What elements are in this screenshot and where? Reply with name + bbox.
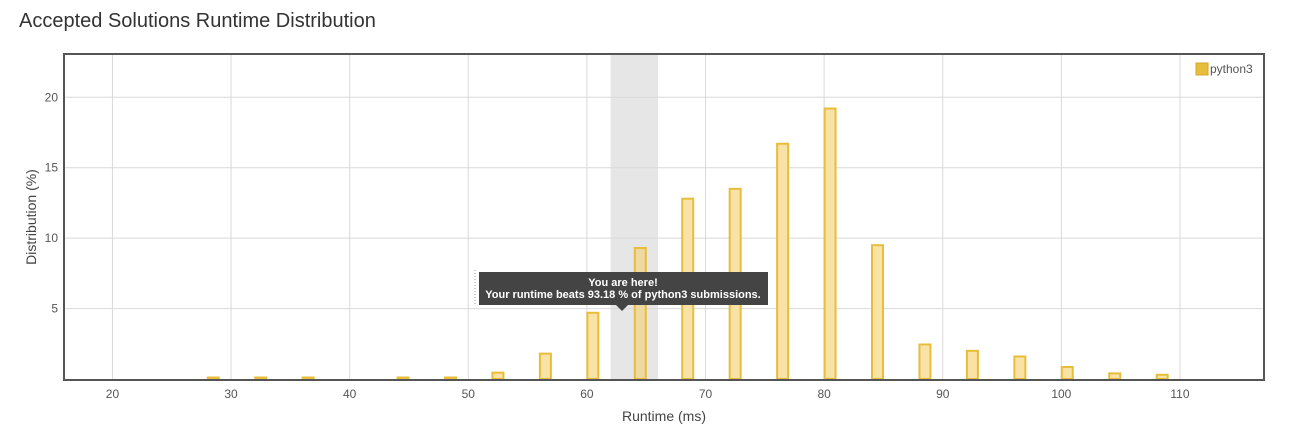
bar[interactable]	[1013, 355, 1027, 381]
y-tick-labels: 5 10 15 20	[45, 90, 59, 315]
bar[interactable]	[396, 376, 410, 380]
plot-background	[65, 54, 1264, 380]
x-axis-title: Runtime (ms)	[622, 408, 706, 424]
y-axis-title: Distribution (%)	[23, 169, 39, 265]
bar[interactable]	[871, 244, 885, 380]
x-tick-labels: 20 30 40 50 60 70 80 90 100 110	[106, 387, 1190, 401]
bar[interactable]	[254, 376, 268, 380]
bar[interactable]	[823, 107, 837, 381]
tooltip-pointer	[616, 305, 628, 311]
legend-swatch	[1195, 62, 1209, 76]
plot-frame	[63, 53, 1265, 381]
bar[interactable]	[776, 142, 790, 380]
bar[interactable]	[586, 311, 600, 380]
tooltip-line-2: Your runtime beats 93.18 % of python3 su…	[485, 289, 760, 301]
legend-label-python3: python3	[1210, 62, 1253, 76]
x-tick-label: 60	[580, 387, 594, 401]
x-tick-label: 30	[224, 387, 238, 401]
x-tick-label: 90	[936, 387, 950, 401]
bar[interactable]	[965, 349, 979, 380]
x-tick-label: 70	[699, 387, 713, 401]
x-tick-label: 110	[1170, 387, 1189, 401]
y-tick-label: 15	[45, 161, 59, 175]
bar[interactable]	[301, 376, 315, 380]
x-tick-label: 50	[462, 387, 476, 401]
bar[interactable]	[443, 376, 457, 380]
bar-current-runtime[interactable]	[633, 246, 647, 380]
y-tick-label: 10	[45, 231, 59, 245]
bar[interactable]	[1108, 372, 1122, 380]
tooltip-line-1: You are here!	[588, 277, 658, 289]
bar[interactable]	[206, 376, 220, 380]
x-tick-label: 20	[106, 387, 120, 401]
bar[interactable]	[1060, 366, 1074, 381]
bar[interactable]	[918, 343, 932, 381]
tooltip: You are here! Your runtime beats 93.18 %…	[474, 270, 768, 311]
legend[interactable]: python3	[1195, 62, 1253, 76]
bar[interactable]	[1155, 373, 1169, 381]
chart-title: Accepted Solutions Runtime Distribution	[19, 10, 376, 32]
y-tick-label: 5	[51, 302, 58, 316]
x-tick-label: 100	[1051, 387, 1071, 401]
x-tick-label: 80	[817, 387, 831, 401]
bar[interactable]	[491, 371, 505, 380]
y-tick-label: 20	[45, 90, 59, 104]
x-tick-label: 40	[343, 387, 357, 401]
bar[interactable]	[538, 352, 552, 380]
tooltip-box	[479, 272, 768, 305]
